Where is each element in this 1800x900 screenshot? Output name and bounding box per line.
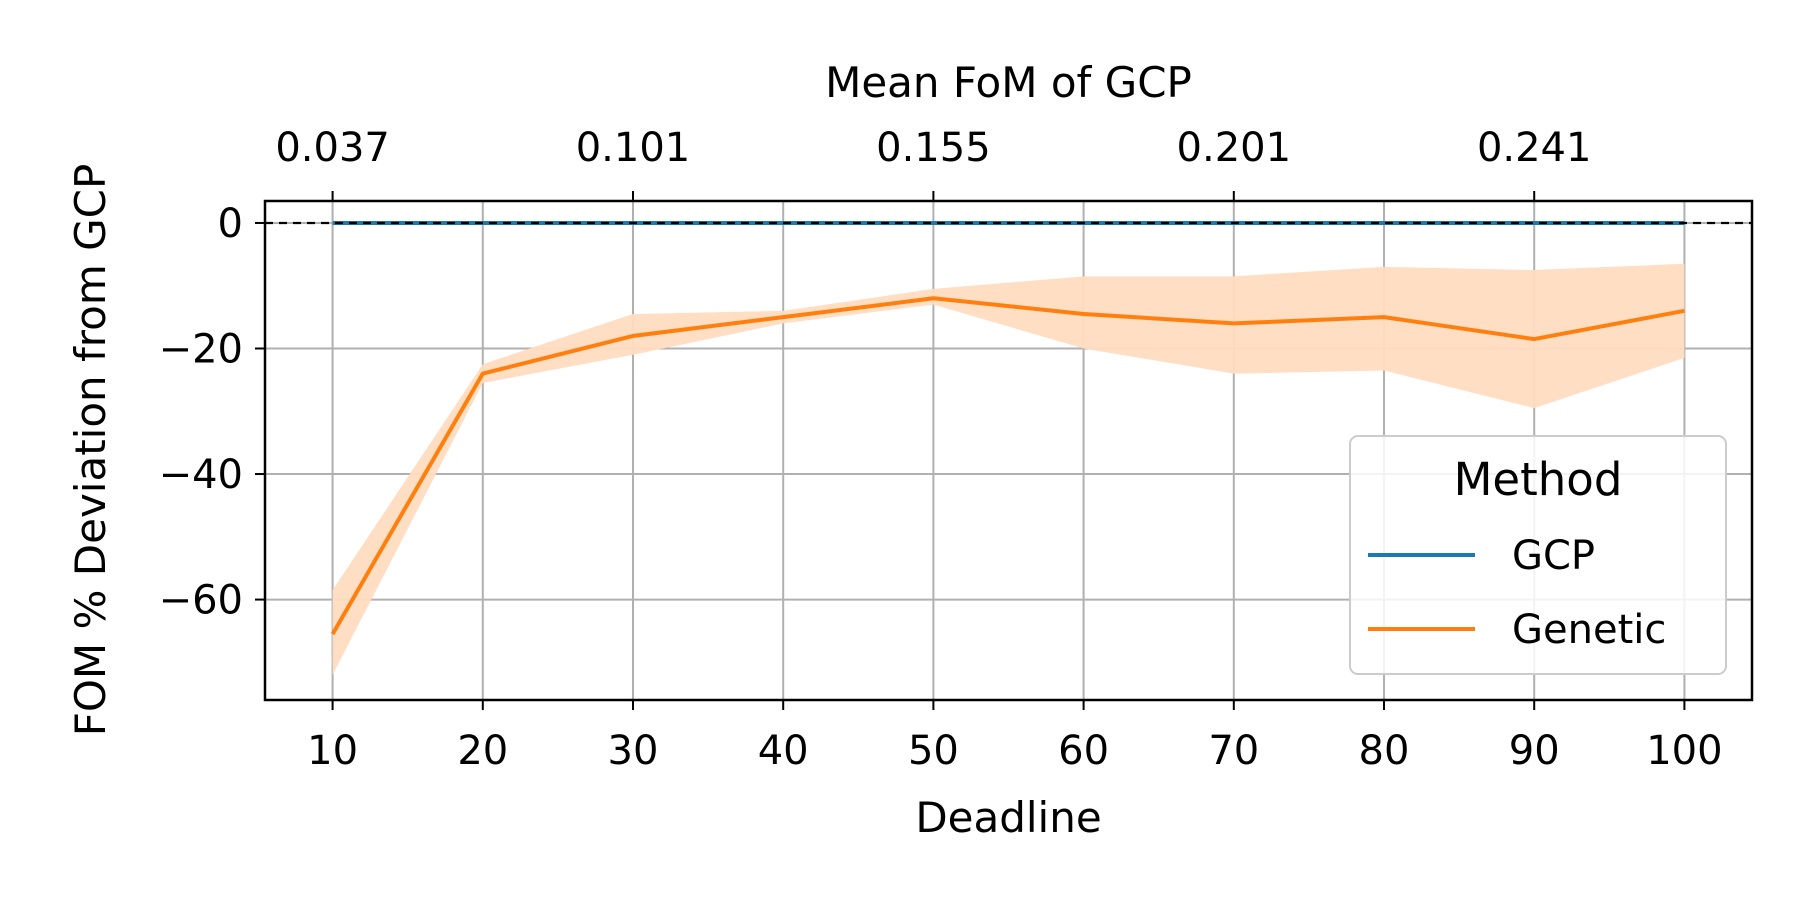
legend-label-gcp: GCP [1512, 533, 1595, 579]
x-tick-label: 20 [457, 728, 508, 774]
genetic-confidence-band [332, 263, 1685, 675]
y-axis-label: FOM % Deviation from GCP [66, 164, 115, 737]
y-tick-label: −60 [159, 578, 243, 624]
legend-title: Method [1454, 453, 1623, 506]
x-tick-label: 30 [608, 728, 659, 774]
y-tick-label: −40 [159, 452, 243, 498]
x-tick-label: 80 [1359, 728, 1410, 774]
top-x-tick-label: 0.037 [275, 125, 390, 171]
series-line-genetic [330, 296, 1685, 636]
y-tick-label: 0 [218, 201, 243, 247]
top-x-tick-label: 0.155 [876, 125, 991, 171]
x-axis-label: Deadline [915, 793, 1101, 842]
series-lines [265, 220, 1752, 636]
top-x-tick-label: 0.201 [1177, 125, 1292, 171]
plot-frame [263, 199, 1754, 702]
x-tick-label: 100 [1646, 728, 1722, 774]
x-tick-label: 10 [307, 728, 358, 774]
y-tick-label: −20 [159, 327, 243, 373]
legend: Method GCP Genetic [1349, 435, 1727, 675]
top-x-tick-label: 0.101 [576, 125, 691, 171]
tick-marks [255, 191, 1686, 710]
confidence-band-layer [332, 263, 1685, 675]
tick-labels: 10 20 30 40 50 60 70 80 90 100 0 −20 −40 −60 0.037 0.10… [159, 125, 1723, 774]
x-tick-label: 40 [758, 728, 809, 774]
x-tick-label: 90 [1509, 728, 1560, 774]
top-x-axis-label: Mean FoM of GCP [825, 58, 1192, 107]
legend-label-genetic: Genetic [1512, 607, 1666, 653]
x-tick-label: 70 [1208, 728, 1259, 774]
x-tick-label: 60 [1058, 728, 1109, 774]
legend-box [1349, 435, 1727, 675]
top-x-tick-label: 0.241 [1477, 125, 1592, 171]
x-tick-label: 50 [908, 728, 959, 774]
